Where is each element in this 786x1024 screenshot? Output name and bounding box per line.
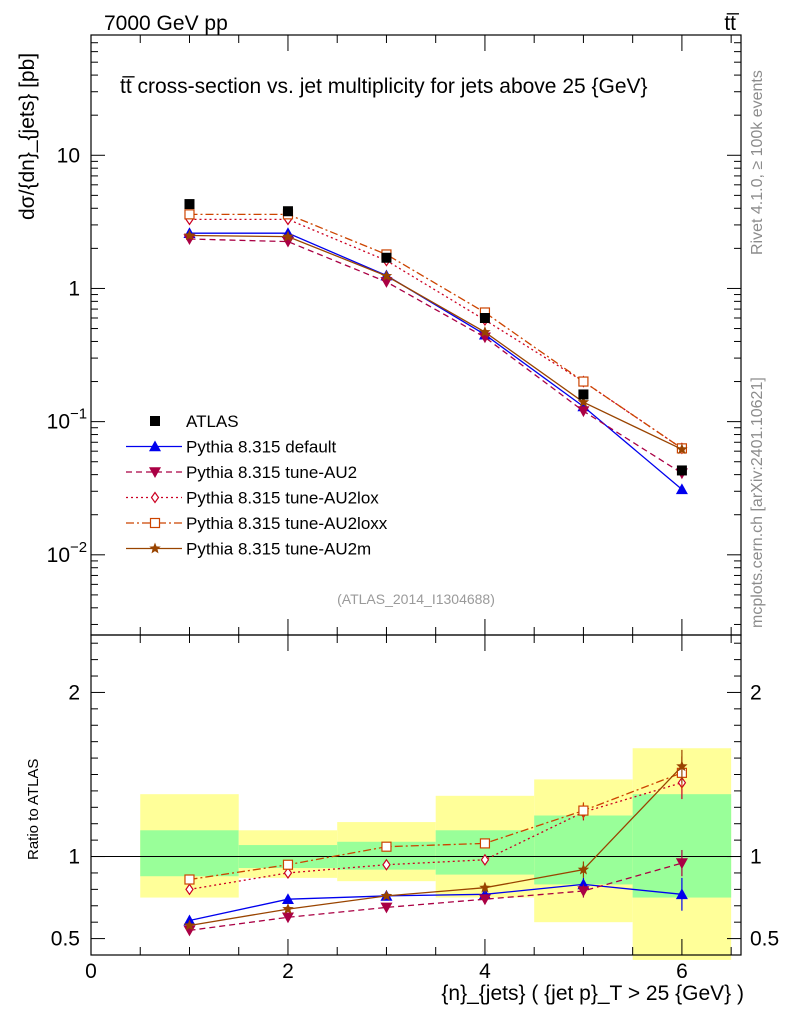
upper-y-tick-label: 10 xyxy=(57,144,80,167)
ratio-point-au2loxx xyxy=(479,838,491,849)
ratio-point-au2 xyxy=(380,902,393,914)
data-point-atlas xyxy=(282,206,293,217)
ratio-point-au2m xyxy=(282,903,294,914)
ratio-point-au2lox xyxy=(185,883,194,896)
upper-y-axis-label: dσ/{dn}_{jets} [pb] xyxy=(16,53,39,220)
header-right: tt̅ xyxy=(724,12,740,35)
legend-label-au2: Pythia 8.315 tune-AU2 xyxy=(186,463,357,482)
series-line-au2m xyxy=(189,234,683,450)
header-left: 7000 GeV pp xyxy=(104,12,228,35)
series-point-au2m xyxy=(183,229,196,241)
ratio-point-au2loxx xyxy=(578,805,589,816)
ratio-point-au2loxx xyxy=(184,874,195,885)
ratio-point-au2 xyxy=(577,886,590,897)
series-point-default xyxy=(675,483,688,495)
ratio-line-au2m xyxy=(189,765,683,927)
series-point-au2 xyxy=(577,406,590,418)
ratio-point-default xyxy=(675,888,688,900)
data-point-atlas xyxy=(479,313,490,324)
ratio-point-au2m xyxy=(183,919,196,931)
series-point-au2 xyxy=(183,234,196,246)
rivet-label: Rivet 4.1.0, ≥ 100k events xyxy=(749,70,766,255)
series-line-au2loxx xyxy=(189,213,683,449)
inner-band-3 xyxy=(435,830,535,875)
mcplots-label: mcplots.cern.ch [arXiv:2401.10621] xyxy=(749,377,766,628)
legend-marker-au2m xyxy=(149,542,161,554)
x-tick-label: 2 xyxy=(282,960,294,983)
data-point-atlas xyxy=(676,465,687,476)
series-point-au2loxx xyxy=(578,376,589,387)
x-tick-label: 0 xyxy=(85,960,97,983)
inner-band-0 xyxy=(140,830,239,877)
legend-label-default: Pythia 8.315 default xyxy=(186,438,337,457)
legend-label-au2lox: Pythia 8.315 tune-AU2lox xyxy=(186,489,379,508)
legend-marker-au2 xyxy=(149,467,161,478)
series-line-default xyxy=(189,232,683,490)
x-axis-label: {n}_{jets} ( {jet p}_T > 25 {GeV} ) xyxy=(441,982,744,1005)
ratio-y-tick-label-left: 2 xyxy=(68,681,80,704)
data-point-atlas xyxy=(578,389,589,400)
ratio-point-au2loxx xyxy=(381,841,392,852)
ratio-point-au2m xyxy=(380,889,393,901)
ratio-y-axis-label: Ratio to ATLAS xyxy=(25,759,42,860)
upper-y-tick-label: 10 xyxy=(47,544,70,567)
series-point-au2m xyxy=(676,443,688,455)
upper-series-group xyxy=(183,199,688,495)
axes-frames xyxy=(90,34,742,956)
legend-marker-default xyxy=(149,440,161,452)
ratio-line-au2 xyxy=(189,862,683,932)
ratio-point-default xyxy=(281,893,294,905)
series-point-au2m xyxy=(380,270,393,281)
legend-label-au2loxx: Pythia 8.315 tune-AU2loxx xyxy=(186,514,388,533)
ratio-point-au2 xyxy=(478,894,491,906)
ratio-point-au2m xyxy=(676,760,688,772)
ratio-point-au2 xyxy=(675,858,688,870)
ratio-point-au2m xyxy=(577,863,590,875)
upper-y-tick-label: 10 xyxy=(47,411,70,434)
watermark: (ATLAS_2014_I1304688) xyxy=(337,591,495,607)
x-tick-label: 4 xyxy=(479,960,491,983)
ratio-point-au2lox xyxy=(382,858,391,871)
legend: ATLAS Pythia 8.315 default Pythia 8.315 tu… xyxy=(126,412,388,559)
ratio-y-tick-label-left: 0.5 xyxy=(51,928,80,951)
upper-title: tt̅ cross-section vs. jet multiplicity f… xyxy=(120,75,648,98)
ratio-point-au2m xyxy=(479,881,491,893)
ratio-point-au2 xyxy=(281,912,294,924)
legend-marker-atlas xyxy=(150,416,160,426)
series-point-au2m xyxy=(577,396,590,407)
upper-y-tick-label-exponent: −1 xyxy=(70,406,87,423)
legend-label-atlas: ATLAS xyxy=(186,412,239,431)
ratio-point-au2loxx xyxy=(282,859,294,870)
legend-label-au2m: Pythia 8.315 tune-AU2m xyxy=(186,540,371,559)
data-point-atlas xyxy=(381,252,392,263)
series-point-au2m xyxy=(282,230,294,242)
series-point-au2m xyxy=(479,326,491,337)
ratio-point-au2lox xyxy=(480,853,490,866)
ratio-plot-frame xyxy=(90,634,742,956)
ratio-y-tick-label-right: 2 xyxy=(750,681,762,704)
data-point-atlas xyxy=(184,199,195,210)
legend-marker-au2lox xyxy=(150,491,160,504)
upper-y-tick-label: 1 xyxy=(68,277,80,300)
ratio-y-tick-label-left: 1 xyxy=(68,846,80,869)
series-line-au2 xyxy=(189,238,683,474)
ratio-series-group xyxy=(183,749,688,937)
ratio-point-au2lox xyxy=(283,866,293,879)
ratio-y-tick-label-right: 1 xyxy=(750,846,762,869)
ratio-y-tick-label-right: 0.5 xyxy=(750,928,779,951)
upper-y-tick-label-exponent: −2 xyxy=(70,539,87,556)
ratio-line-au2loxx xyxy=(189,772,683,881)
legend-marker-au2loxx xyxy=(149,517,161,529)
series-point-au2loxx xyxy=(184,209,195,220)
x-tick-label: 6 xyxy=(676,960,688,983)
